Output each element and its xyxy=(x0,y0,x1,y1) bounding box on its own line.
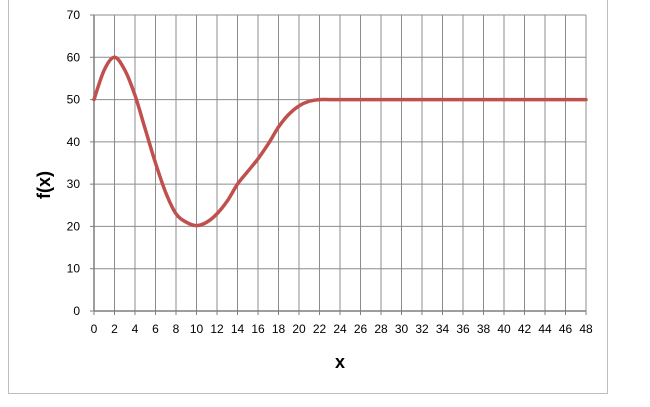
x-tick-label: 12 xyxy=(210,322,224,336)
y-tick-label: 0 xyxy=(73,304,80,318)
y-tick-label: 50 xyxy=(67,93,81,107)
x-tick-label: 30 xyxy=(395,322,409,336)
y-axis-title: f(x) xyxy=(34,171,54,199)
x-tick-label: 22 xyxy=(313,322,327,336)
y-tick-label: 20 xyxy=(67,219,81,233)
x-tick-label: 48 xyxy=(579,322,593,336)
y-tick-label: 60 xyxy=(67,50,81,64)
x-tick-label: 0 xyxy=(91,322,98,336)
y-tick-label: 40 xyxy=(67,135,81,149)
x-tick-label: 46 xyxy=(559,322,573,336)
x-tick-label: 4 xyxy=(132,322,139,336)
gridlines xyxy=(90,14,587,315)
series-layer xyxy=(92,55,588,228)
x-tick-label: 8 xyxy=(173,322,180,336)
x-tick-label: 20 xyxy=(292,322,306,336)
y-tick-label: 70 xyxy=(67,8,81,22)
x-tick-label: 32 xyxy=(415,322,429,336)
x-tick-label: 24 xyxy=(333,322,347,336)
x-tick-label: 16 xyxy=(251,322,265,336)
x-tick-label: 26 xyxy=(354,322,368,336)
x-tick-label: 6 xyxy=(152,322,159,336)
x-tick-label: 28 xyxy=(374,322,388,336)
x-axis-title: x xyxy=(335,352,345,372)
x-tick-label: 36 xyxy=(456,322,470,336)
x-tick-label: 14 xyxy=(231,322,245,336)
x-tick-label: 10 xyxy=(190,322,204,336)
series-line xyxy=(92,55,588,228)
x-tick-label: 2 xyxy=(111,322,118,336)
x-tick-label: 34 xyxy=(436,322,450,336)
y-tick-label: 10 xyxy=(67,262,81,276)
tick-labels: 0 2 4 6 8 10 12 14 16 18 20 22 24 26 28 30 32 34 36 38 40 42 4… xyxy=(67,8,593,336)
y-tick-label: 30 xyxy=(67,177,81,191)
x-tick-label: 40 xyxy=(497,322,511,336)
x-tick-label: 42 xyxy=(518,322,532,336)
x-tick-label: 44 xyxy=(538,322,552,336)
x-tick-label: 38 xyxy=(477,322,491,336)
x-tick-label: 18 xyxy=(272,322,286,336)
